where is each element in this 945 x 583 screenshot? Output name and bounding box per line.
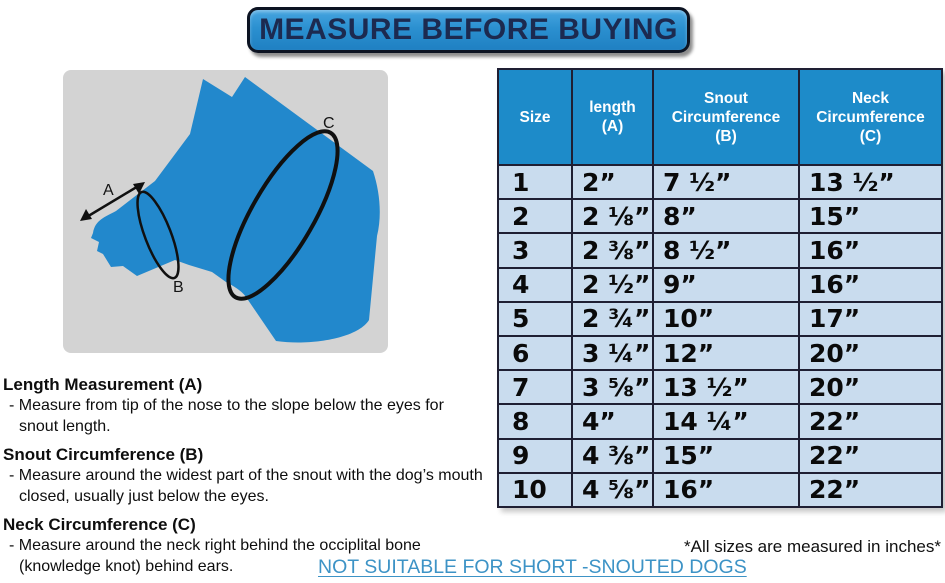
- table-cell: 22”: [798, 403, 943, 440]
- dog-measurement-diagram: A B C: [63, 70, 388, 353]
- table-cell: 8: [497, 403, 573, 440]
- table-cell: 20”: [798, 334, 943, 372]
- column-header-length: length (A): [571, 68, 654, 166]
- header-line: length: [589, 99, 636, 116]
- table-cell: 2 ⅛”: [571, 198, 654, 235]
- column-header-size: Size: [497, 68, 573, 166]
- header-line: Circumference: [816, 108, 925, 126]
- instruction-line: - Measure around the neck right behind t…: [9, 537, 421, 554]
- table-cell: 10: [497, 471, 573, 508]
- all-sizes-inches-note: *All sizes are measured in inches*: [683, 537, 941, 556]
- table-cell: 22”: [798, 437, 943, 474]
- table-cell: 17”: [798, 300, 943, 337]
- table-cell: 9”: [652, 266, 800, 303]
- table-cell: 15”: [652, 437, 800, 474]
- table-row: 1 2” 7 ½” 13 ½”: [497, 163, 943, 201]
- table-cell: 4 ⅝”: [571, 471, 654, 508]
- column-header-snout-circumference: Snout Circumference (B): [652, 68, 800, 166]
- table-cell: 8”: [652, 198, 800, 235]
- table-cell: 8 ½”: [652, 232, 800, 269]
- label-c: C: [323, 115, 335, 132]
- table-cell: 5: [497, 300, 573, 337]
- table-cell: 3 ⅝”: [571, 369, 654, 406]
- size-table: Size length (A) Snout Circumference (B) …: [497, 68, 943, 508]
- table-cell: 20”: [798, 369, 943, 406]
- table-cell: 16”: [798, 266, 943, 303]
- instruction-line: - Measure from tip of the nose to the sl…: [9, 397, 444, 414]
- header-line: Snout: [704, 89, 748, 107]
- measure-before-buying-banner: MEASURE BEFORE BUYING: [247, 7, 690, 53]
- table-row: 2 2 ⅛” 8” 15”: [497, 198, 943, 235]
- not-suitable-warning-link[interactable]: NOT SUITABLE FOR SHORT -SNOUTED DOGS: [318, 556, 747, 578]
- table-cell: 10”: [652, 300, 800, 337]
- instruction-neck: Neck Circumference (C) - Measure around …: [3, 514, 489, 577]
- table-cell: 4”: [571, 403, 654, 440]
- table-row: 4 2 ½” 9” 16”: [497, 266, 943, 303]
- instruction-heading: Snout Circumference (B): [3, 445, 204, 464]
- instruction-line: closed, usually just below the eyes.: [19, 488, 269, 505]
- table-cell: 3: [497, 232, 573, 269]
- header-line: Circumference: [671, 108, 781, 126]
- table-cell: 13 ½”: [652, 369, 800, 406]
- header-line: Size: [519, 108, 551, 126]
- header-line: (C): [859, 127, 882, 145]
- table-cell: 6: [497, 334, 573, 372]
- table-cell: 4: [497, 266, 573, 303]
- table-cell: 2 ¾”: [571, 300, 654, 337]
- table-cell: 2 ⅜”: [571, 232, 654, 269]
- header-line: Neck: [851, 89, 890, 107]
- instruction-heading: Neck Circumference (C): [3, 515, 196, 534]
- table-cell: 15”: [798, 198, 943, 235]
- table-cell: 9: [497, 437, 573, 474]
- table-cell: 7 ½”: [652, 163, 800, 201]
- table-row: 6 3 ¼” 12” 20”: [497, 334, 943, 372]
- table-row: 3 2 ⅜” 8 ½” 16”: [497, 232, 943, 269]
- instruction-line: (knowledge knot) behind ears.: [19, 558, 234, 575]
- table-cell: 16”: [798, 232, 943, 269]
- table-cell: 13 ½”: [798, 163, 943, 201]
- table-cell: 1: [497, 163, 573, 201]
- table-cell: 14 ¼”: [652, 403, 800, 440]
- instruction-line: snout length.: [19, 418, 111, 435]
- table-cell: 2”: [571, 163, 654, 201]
- table-row: 7 3 ⅝” 13 ½” 20”: [497, 369, 943, 406]
- table-header-row: Size length (A) Snout Circumference (B) …: [497, 68, 943, 166]
- table-cell: 4 ⅜”: [571, 437, 654, 474]
- header-line: (B): [715, 127, 737, 145]
- column-header-neck-circumference: Neck Circumference (C): [798, 68, 943, 166]
- instruction-line: - Measure around the widest part of the …: [9, 467, 483, 484]
- instruction-heading: Length Measurement (A): [3, 375, 203, 394]
- length-arrow: [80, 182, 145, 221]
- table-cell: 22”: [798, 471, 943, 508]
- table-row: 9 4 ⅜” 15” 22”: [497, 437, 943, 474]
- table-row: 8 4” 14 ¼” 22”: [497, 403, 943, 440]
- label-a: A: [103, 182, 114, 199]
- table-row: 10 4 ⅝” 16” 22”: [497, 471, 943, 508]
- table-cell: 2 ½”: [571, 266, 654, 303]
- measurement-instructions: Length Measurement (A) - Measure from ti…: [3, 374, 489, 583]
- instruction-length: Length Measurement (A) - Measure from ti…: [3, 374, 489, 437]
- table-row: 5 2 ¾” 10” 17”: [497, 300, 943, 337]
- table-cell: 7: [497, 369, 573, 406]
- table-cell: 2: [497, 198, 573, 235]
- label-b: B: [173, 279, 184, 296]
- neck-circumference-ellipse: [226, 129, 340, 301]
- dog-head-silhouette: [91, 77, 380, 343]
- banner-title: MEASURE BEFORE BUYING: [259, 13, 678, 46]
- table-cell: 3 ¼”: [571, 334, 654, 372]
- table-cell: 16”: [652, 471, 800, 508]
- table-cell: 12”: [652, 334, 800, 372]
- header-line: (A): [601, 118, 624, 135]
- snout-circumference-ellipse: [136, 190, 180, 280]
- instruction-snout: Snout Circumference (B) - Measure around…: [3, 444, 489, 507]
- dog-head-svg: A B C: [80, 77, 380, 343]
